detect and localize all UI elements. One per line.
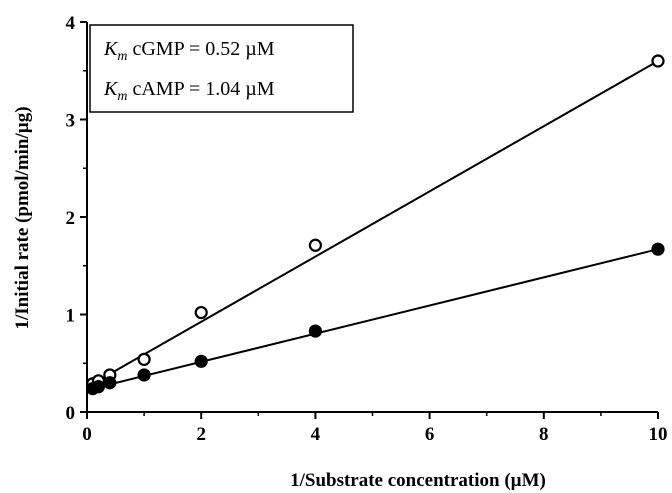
- y-tick-label: 1: [66, 306, 76, 327]
- y-axis-ticks: 0 1 2 3 4: [66, 13, 87, 424]
- y-tick-label: 3: [66, 111, 76, 132]
- annotation-km-cgmp: Km cGMP = 0.52 µM: [103, 38, 275, 64]
- y-axis-label: 1/Initial rate (pmol/min/µg): [12, 106, 33, 329]
- y-tick-label: 2: [66, 208, 76, 229]
- y-tick-label: 0: [66, 403, 76, 424]
- filled-circle-point: [103, 376, 117, 390]
- x-tick-label: 6: [425, 424, 435, 445]
- x-axis-label: 1/Substrate concentration (µM): [290, 470, 546, 491]
- open-circle-point: [137, 352, 151, 366]
- x-axis-ticks: 0 2 4 6 8 10: [82, 412, 668, 445]
- annotation-box: Km cGMP = 0.52 µM Km cAMP = 1.04 µM: [89, 24, 354, 113]
- annotation-km-camp: Km cAMP = 1.04 µM: [103, 78, 275, 104]
- x-tick-label: 2: [196, 424, 206, 445]
- open-circle-point: [194, 305, 208, 320]
- filled-circle-point: [194, 354, 208, 368]
- open-circle-point: [308, 238, 322, 252]
- x-tick-label: 4: [311, 424, 321, 445]
- data-points: [86, 54, 665, 396]
- x-tick-label: 10: [649, 424, 668, 445]
- filled-circle-point: [651, 242, 665, 256]
- filled-circle-point: [91, 380, 106, 394]
- filled-circle-point: [137, 368, 151, 382]
- x-tick-label: 0: [82, 424, 92, 445]
- fit-line-series-0: [92, 60, 659, 385]
- filled-circle-point: [308, 324, 322, 338]
- fit-lines: [92, 60, 659, 390]
- open-circle-point: [651, 54, 665, 68]
- fit-line-series-1: [92, 248, 659, 390]
- y-tick-label: 4: [66, 13, 76, 34]
- x-tick-label: 8: [539, 424, 549, 445]
